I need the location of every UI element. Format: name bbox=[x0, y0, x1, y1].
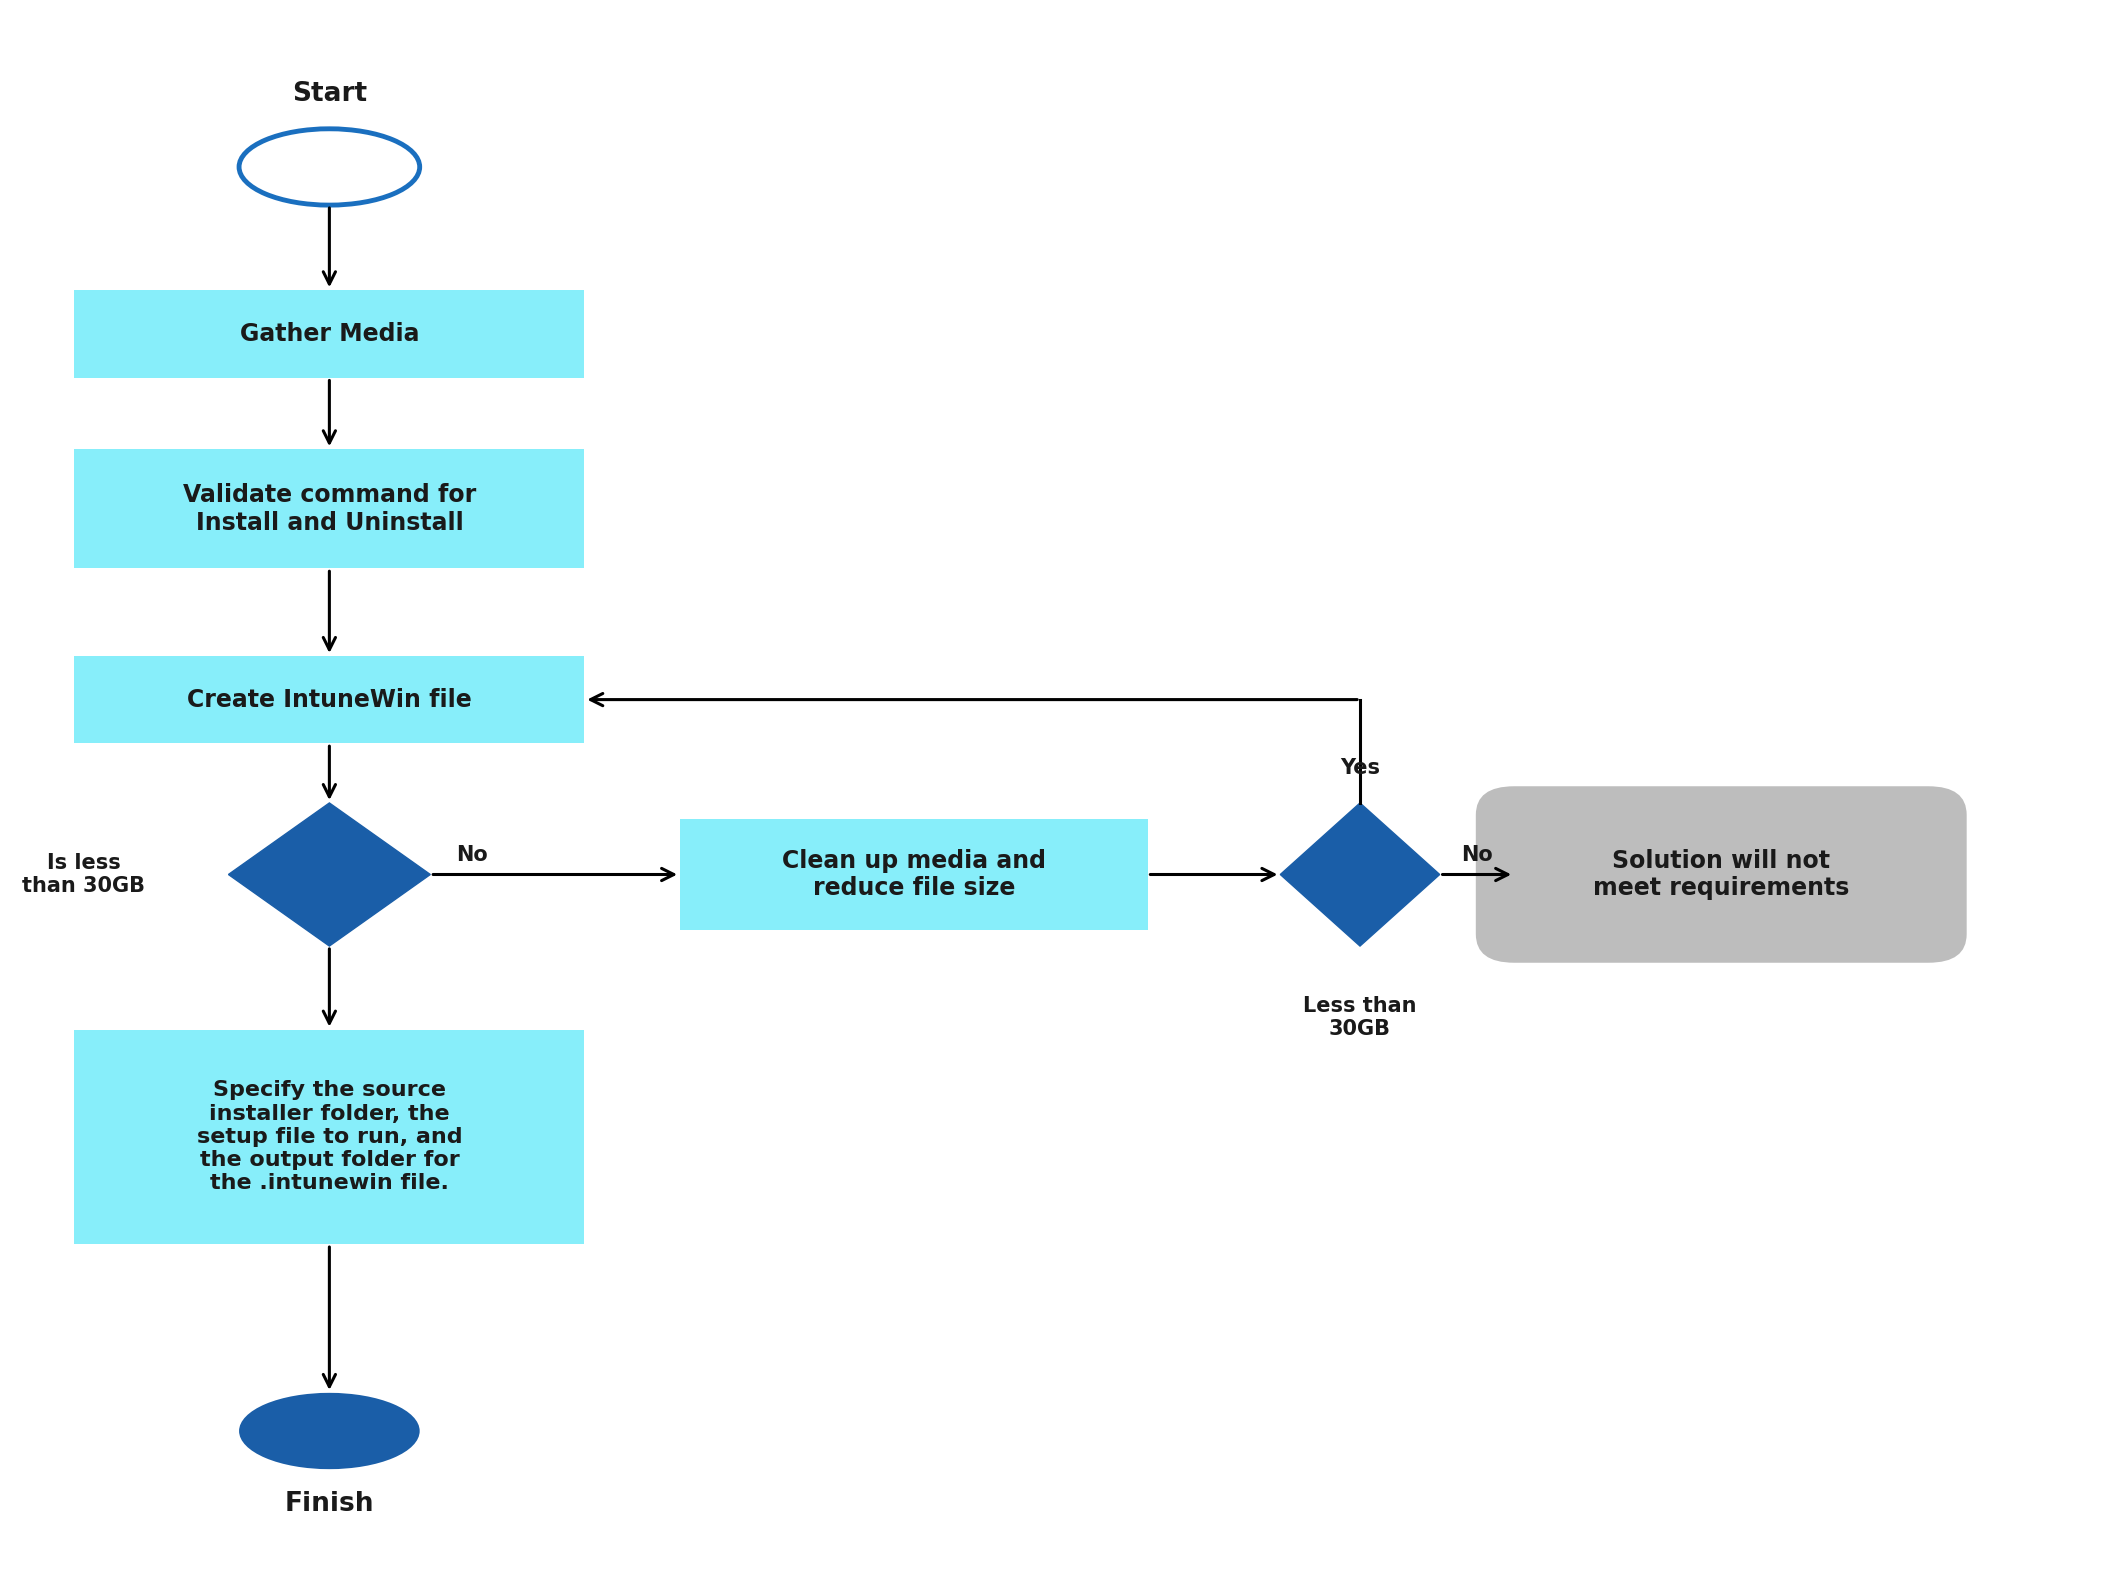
Text: Clean up media and
reduce file size: Clean up media and reduce file size bbox=[782, 849, 1046, 900]
Text: Gather Media: Gather Media bbox=[240, 321, 419, 347]
Text: No: No bbox=[457, 846, 487, 865]
FancyBboxPatch shape bbox=[1475, 787, 1968, 964]
Ellipse shape bbox=[238, 1393, 421, 1469]
Text: Is less
than 30GB: Is less than 30GB bbox=[23, 852, 144, 897]
Text: Solution will not
meet requirements: Solution will not meet requirements bbox=[1594, 849, 1849, 900]
FancyBboxPatch shape bbox=[74, 655, 584, 744]
Text: Finish: Finish bbox=[285, 1491, 374, 1517]
FancyBboxPatch shape bbox=[680, 819, 1148, 930]
FancyBboxPatch shape bbox=[74, 450, 584, 569]
FancyBboxPatch shape bbox=[74, 289, 584, 378]
Text: Start: Start bbox=[291, 81, 368, 107]
Ellipse shape bbox=[238, 129, 421, 205]
Text: Less than
30GB: Less than 30GB bbox=[1303, 995, 1417, 1040]
Polygon shape bbox=[1279, 803, 1441, 946]
Polygon shape bbox=[230, 803, 429, 946]
Text: Specify the source
installer folder, the
setup file to run, and
the output folde: Specify the source installer folder, the… bbox=[196, 1081, 463, 1192]
FancyBboxPatch shape bbox=[74, 1030, 584, 1245]
Text: Validate command for
Install and Uninstall: Validate command for Install and Uninsta… bbox=[183, 483, 476, 534]
Text: No: No bbox=[1462, 846, 1492, 865]
Text: Create IntuneWin file: Create IntuneWin file bbox=[187, 687, 472, 712]
Text: Yes: Yes bbox=[1341, 758, 1379, 778]
